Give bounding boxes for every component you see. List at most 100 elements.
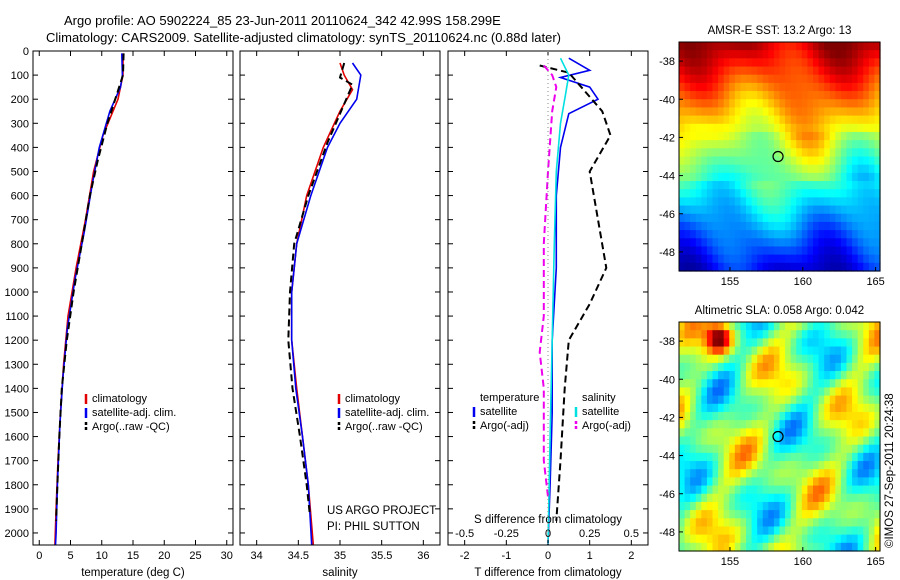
heatmap-cell xyxy=(796,469,803,478)
heatmap-cell xyxy=(684,330,691,339)
heatmap-cell xyxy=(818,542,825,552)
heatmap-cell xyxy=(679,115,686,125)
heatmap-cell xyxy=(874,330,881,339)
heatmap-cell xyxy=(757,254,764,264)
heatmap-cell xyxy=(712,395,719,405)
heatmap-cell xyxy=(751,164,758,174)
heatmap-cell xyxy=(740,338,747,348)
heatmap-cell xyxy=(706,221,714,231)
heatmap-cell xyxy=(840,172,848,182)
heatmap-cell xyxy=(734,461,742,470)
heatmap-cell xyxy=(751,246,758,256)
heatmap-cell xyxy=(863,534,870,544)
heatmap-cell xyxy=(712,42,719,51)
heatmap-cell xyxy=(790,50,797,59)
heatmap-cell xyxy=(801,526,809,536)
heatmap-cell xyxy=(840,485,848,495)
heatmap-cell xyxy=(857,411,864,421)
heatmap-cell xyxy=(785,436,792,446)
heatmap-cell xyxy=(785,542,792,552)
heatmap-cell xyxy=(768,156,775,166)
heatmap-cell xyxy=(706,387,714,397)
heatmap-cell xyxy=(813,387,820,397)
heatmap-cell xyxy=(846,379,853,389)
heatmap-cell xyxy=(801,230,809,239)
heatmap-cell xyxy=(740,387,747,397)
heatmap-cell xyxy=(829,526,836,536)
heatmap-cell xyxy=(840,395,848,405)
heatmap-cell xyxy=(785,91,792,100)
heatmap-cell xyxy=(796,246,803,256)
heatmap-cell xyxy=(751,115,758,125)
heatmap-cell xyxy=(874,395,881,405)
heatmap-cell xyxy=(712,428,719,438)
heatmap-cell xyxy=(829,238,836,248)
heatmap-cell xyxy=(690,428,697,438)
heatmap-cell xyxy=(863,338,870,348)
heatmap-cell xyxy=(785,444,792,454)
heatmap-cell xyxy=(762,362,769,372)
heatmap-cell xyxy=(863,230,870,239)
heatmap-cell xyxy=(751,50,758,59)
heatmap-cell xyxy=(773,115,781,125)
heatmap-cell xyxy=(868,510,876,519)
heatmap-cell xyxy=(813,50,820,59)
heatmap-cell xyxy=(796,485,803,495)
heatmap-cell xyxy=(712,246,719,256)
heatmap-cell xyxy=(706,518,714,528)
heatmap-cell xyxy=(835,164,842,174)
heatmap-cell xyxy=(746,452,753,462)
heatmap-cell xyxy=(746,107,753,117)
heatmap-cell xyxy=(824,452,831,462)
heatmap-cell xyxy=(846,518,853,528)
heatmap-cell xyxy=(846,322,853,331)
heatmap-cell xyxy=(807,58,814,68)
heatmap-cell xyxy=(701,501,708,511)
heatmap-cell xyxy=(712,379,719,389)
heatmap-cell xyxy=(773,131,781,141)
heatmap-cell xyxy=(701,221,708,231)
heatmap-cell xyxy=(701,156,708,166)
heatmap-cell xyxy=(746,469,753,478)
heatmap-cell xyxy=(807,493,814,503)
heatmap-cell xyxy=(684,197,691,207)
heatmap-cell xyxy=(824,346,831,356)
heatmap-cell xyxy=(762,148,769,158)
heatmap-cell xyxy=(723,99,730,109)
heatmap-cell xyxy=(840,420,848,429)
y-tick-label-18: 1800 xyxy=(5,480,29,492)
x-tick-label-1: 34.5 xyxy=(288,550,309,562)
heatmap-cell xyxy=(818,213,825,223)
heatmap-cell xyxy=(773,107,781,117)
heatmap-cell xyxy=(790,534,797,544)
heatmap-cell xyxy=(723,42,730,51)
heatmap-cell xyxy=(746,346,753,356)
heatmap-cell xyxy=(746,518,753,528)
heatmap-cell xyxy=(729,354,736,364)
heatmap-cell xyxy=(801,371,809,380)
heatmap-cell xyxy=(840,346,848,356)
heatmap-cell xyxy=(718,510,725,519)
heatmap-cell xyxy=(801,140,809,149)
heatmap-cell xyxy=(757,189,764,198)
heatmap-cell xyxy=(852,230,859,239)
heatmap-cell xyxy=(801,164,809,174)
heatmap-cell xyxy=(857,197,864,207)
heatmap-cell xyxy=(796,354,803,364)
heatmap-cell xyxy=(785,205,792,215)
heatmap-cell xyxy=(768,461,775,470)
heatmap-cell xyxy=(729,197,736,207)
heatmap-cell xyxy=(718,379,725,389)
heatmap-cell xyxy=(835,338,842,348)
s-axis-label: S difference from climatology xyxy=(474,514,622,526)
heatmap-cell xyxy=(824,66,831,76)
heatmap-cell xyxy=(785,379,792,389)
heatmap-cell xyxy=(723,510,730,519)
heatmap-cell xyxy=(824,436,831,446)
heatmap-cell xyxy=(796,213,803,223)
heatmap-cell xyxy=(729,371,736,380)
heatmap-cell xyxy=(690,436,697,446)
y-tick-label-19: 1900 xyxy=(5,504,29,516)
heatmap-cell xyxy=(857,542,864,552)
heatmap-cell xyxy=(762,411,769,421)
